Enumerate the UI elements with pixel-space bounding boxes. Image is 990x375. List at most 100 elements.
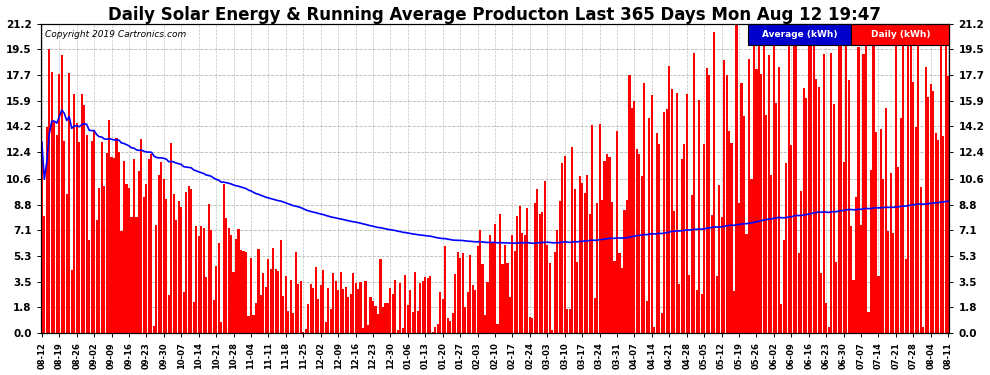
- Bar: [601, 200, 603, 333]
- Bar: [325, 322, 327, 333]
- Bar: [609, 157, 611, 333]
- Bar: [509, 297, 511, 333]
- Bar: [501, 264, 504, 333]
- Bar: [469, 255, 471, 333]
- Bar: [701, 294, 703, 333]
- Bar: [519, 206, 521, 333]
- Bar: [267, 259, 269, 333]
- Bar: [534, 202, 536, 333]
- Bar: [113, 158, 115, 333]
- Bar: [157, 175, 160, 333]
- Bar: [60, 55, 62, 333]
- Bar: [736, 24, 738, 333]
- Bar: [41, 142, 43, 333]
- Bar: [116, 138, 118, 333]
- Bar: [193, 302, 195, 333]
- Bar: [167, 295, 170, 333]
- Bar: [302, 332, 304, 333]
- Bar: [317, 298, 319, 333]
- Bar: [529, 317, 531, 333]
- Title: Daily Solar Energy & Running Average Producton Last 365 Days Mon Aug 12 19:47: Daily Solar Energy & Running Average Pro…: [109, 6, 881, 24]
- Bar: [397, 330, 399, 333]
- Bar: [343, 289, 345, 333]
- Bar: [763, 36, 765, 333]
- Bar: [369, 297, 371, 333]
- Bar: [213, 300, 215, 333]
- Bar: [210, 230, 212, 333]
- Bar: [170, 143, 172, 333]
- Bar: [254, 303, 257, 333]
- Bar: [103, 186, 105, 333]
- Bar: [663, 112, 665, 333]
- Bar: [190, 189, 192, 333]
- Bar: [711, 215, 713, 333]
- Bar: [902, 29, 905, 333]
- Bar: [111, 157, 113, 333]
- Bar: [215, 266, 217, 333]
- Bar: [218, 243, 220, 333]
- Bar: [619, 253, 621, 333]
- Bar: [862, 54, 864, 333]
- Bar: [183, 292, 185, 333]
- Bar: [489, 235, 491, 333]
- Bar: [70, 270, 73, 333]
- Bar: [755, 69, 757, 333]
- Bar: [770, 175, 772, 333]
- Bar: [589, 214, 591, 333]
- Text: Average (kWh): Average (kWh): [761, 30, 838, 39]
- Bar: [437, 324, 439, 333]
- Bar: [665, 110, 668, 333]
- Bar: [803, 88, 805, 333]
- Bar: [402, 328, 404, 333]
- Bar: [223, 184, 225, 333]
- Bar: [133, 159, 135, 333]
- Bar: [123, 160, 125, 333]
- Bar: [947, 76, 949, 333]
- Bar: [374, 306, 376, 333]
- Bar: [686, 94, 688, 333]
- Bar: [935, 132, 937, 333]
- Bar: [553, 252, 555, 333]
- Bar: [277, 271, 279, 333]
- Bar: [568, 309, 571, 333]
- Bar: [578, 176, 581, 333]
- Bar: [257, 249, 259, 333]
- Bar: [795, 24, 797, 333]
- Bar: [53, 121, 55, 333]
- Bar: [681, 159, 683, 333]
- Bar: [880, 129, 882, 333]
- Bar: [335, 282, 337, 333]
- Bar: [98, 188, 100, 333]
- Bar: [49, 49, 50, 333]
- Bar: [833, 104, 835, 333]
- Bar: [435, 327, 437, 333]
- Bar: [466, 292, 468, 333]
- Bar: [733, 291, 736, 333]
- Bar: [287, 311, 289, 333]
- Bar: [773, 33, 775, 333]
- Bar: [155, 225, 157, 333]
- Bar: [815, 80, 818, 333]
- Bar: [688, 275, 690, 333]
- Bar: [636, 148, 638, 333]
- Bar: [243, 251, 245, 333]
- Bar: [877, 276, 879, 333]
- Bar: [522, 232, 524, 333]
- Bar: [644, 84, 645, 333]
- Bar: [272, 248, 274, 333]
- Bar: [141, 140, 143, 333]
- Bar: [337, 290, 340, 333]
- Bar: [658, 144, 660, 333]
- Bar: [330, 309, 332, 333]
- Bar: [108, 120, 110, 333]
- Bar: [940, 24, 941, 333]
- Bar: [252, 315, 254, 333]
- Bar: [422, 281, 424, 333]
- Bar: [126, 184, 128, 333]
- Bar: [471, 285, 473, 333]
- Bar: [641, 176, 643, 333]
- Bar: [235, 239, 237, 333]
- Bar: [532, 318, 534, 333]
- Bar: [563, 156, 565, 333]
- Bar: [85, 135, 88, 333]
